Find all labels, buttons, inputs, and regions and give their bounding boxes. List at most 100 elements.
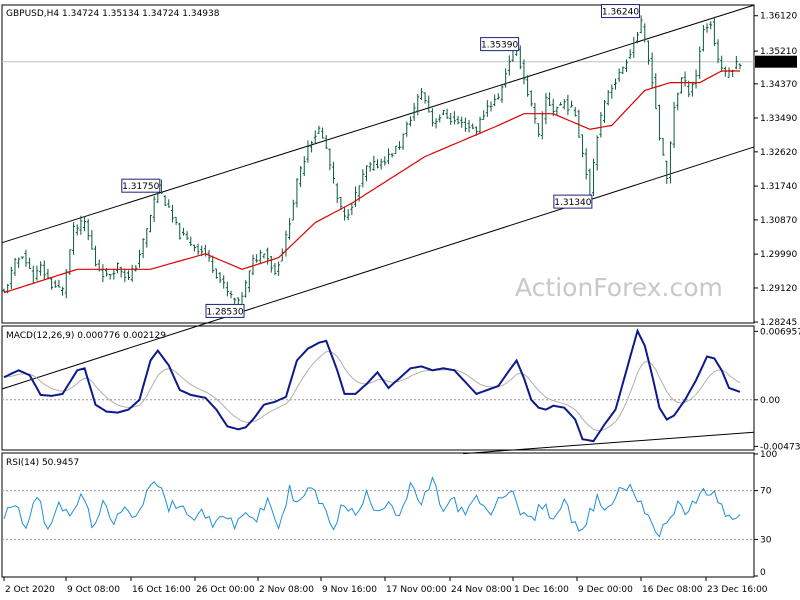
- price-bar: [592, 158, 596, 197]
- price-bar: [145, 228, 149, 248]
- price-bar: [394, 145, 398, 155]
- price-bar: [258, 249, 262, 264]
- price-bar: [262, 253, 266, 259]
- price-bar: [614, 78, 618, 90]
- price-bar: [167, 199, 171, 208]
- time-axis-label: 1 Dec 16:00: [514, 585, 569, 595]
- price-bar: [529, 90, 533, 107]
- price-axis-label: 1.33490: [760, 114, 797, 124]
- macd-axis-label: 0.00: [760, 396, 780, 406]
- current-price-label: 1.34938: [759, 58, 796, 68]
- price-bar: [537, 123, 541, 137]
- price-bar: [108, 273, 112, 280]
- price-bar: [277, 261, 281, 276]
- price-bar: [94, 245, 98, 267]
- price-bar: [566, 94, 570, 116]
- price-bar: [229, 290, 233, 299]
- price-bar: [335, 183, 339, 204]
- time-axis-label: 24 Nov 08:00: [451, 585, 512, 595]
- price-bar: [584, 148, 588, 180]
- price-bar: [419, 87, 423, 100]
- rsi-line: [3, 476, 741, 538]
- price-bar: [606, 90, 610, 106]
- price-axis-label: 1.34370: [760, 80, 797, 90]
- rsi-axis-label: 0: [760, 568, 766, 578]
- time-axis-label: 16 Dec 08:00: [642, 585, 703, 595]
- price-bar: [401, 133, 405, 150]
- price-bar: [507, 55, 511, 76]
- price-bar: [137, 249, 141, 268]
- price-bar: [683, 71, 687, 87]
- price-axis-label: 1.30870: [760, 216, 797, 226]
- price-axis-label: 1.29120: [760, 284, 797, 294]
- price-bar: [471, 123, 475, 129]
- price-bar: [635, 32, 639, 44]
- price-bar: [83, 216, 87, 232]
- price-callout: 1.28530: [205, 303, 245, 318]
- price-bar: [225, 281, 229, 297]
- price-bar: [438, 114, 442, 123]
- price-bar: [434, 118, 438, 129]
- price-bar: [397, 141, 401, 150]
- price-axis-label: 1.31740: [760, 182, 797, 192]
- price-bar: [299, 166, 303, 188]
- price-bar: [20, 256, 24, 260]
- macd-trend-line: [463, 431, 755, 455]
- price-bar: [101, 264, 105, 283]
- callout-label: 1.36240: [602, 8, 639, 18]
- price-bar: [701, 24, 705, 52]
- price-panel-frame: [1, 4, 755, 324]
- price-bar: [679, 77, 683, 94]
- price-bar: [269, 255, 273, 273]
- price-bar: [79, 215, 83, 235]
- price-bar: [738, 63, 742, 70]
- current-price-box: [755, 55, 797, 68]
- price-bar: [694, 69, 698, 89]
- price-bar: [716, 39, 720, 64]
- price-bar: [112, 269, 116, 280]
- time-axis-label: 9 Dec 00:00: [578, 585, 633, 595]
- price-bar: [126, 270, 130, 280]
- price-bar: [489, 101, 493, 112]
- price-bar: [452, 111, 456, 125]
- time-axis-label: 9 Oct 08:00: [67, 585, 120, 595]
- price-bar: [61, 286, 65, 296]
- price-bar: [632, 36, 636, 58]
- price-bar: [86, 219, 90, 241]
- price-bar: [485, 100, 489, 117]
- price-bar: [90, 230, 94, 250]
- price-bar: [28, 257, 32, 270]
- time-axis-label: 9 Nov 16:00: [322, 585, 377, 595]
- price-bar: [189, 236, 193, 247]
- price-bar: [441, 109, 445, 116]
- price-callout: 1.35390: [480, 37, 520, 52]
- price-bar: [354, 186, 358, 208]
- price-bar: [599, 111, 603, 138]
- price-bar: [119, 266, 123, 278]
- price-bar: [174, 216, 178, 225]
- price-bar: [361, 169, 365, 188]
- price-bar: [332, 161, 336, 184]
- price-bar: [372, 155, 376, 171]
- price-bar: [383, 156, 387, 166]
- price-bar: [302, 156, 306, 177]
- axis-layer: 1.36120 1.35210 1.34370 1.33490 1.32620 1.317…: [3, 12, 800, 595]
- price-bar: [244, 280, 248, 298]
- time-axis-label: 26 Oct 00:00: [196, 585, 255, 595]
- price-bar: [665, 160, 669, 184]
- time-axis-label: 17 Nov 00:00: [386, 585, 447, 595]
- price-bar: [467, 119, 471, 133]
- time-axis-label: 2 Oct 2020: [5, 585, 55, 595]
- price-bar: [386, 148, 390, 165]
- price-bar: [416, 93, 420, 116]
- price-bar: [2, 288, 6, 293]
- price-bar: [152, 195, 156, 222]
- macd-layer: [2, 328, 755, 455]
- price-axis-label: 1.36120: [760, 12, 797, 22]
- price-bar: [170, 204, 174, 223]
- callout-label: 1.31340: [554, 198, 591, 208]
- price-layer: 1.31750 1.28530 1.35390 1.31340 1.36240: [1, 4, 755, 390]
- price-callout: 1.36240: [600, 4, 640, 19]
- price-bar: [493, 94, 497, 107]
- macd-panel-frame: [1, 325, 755, 451]
